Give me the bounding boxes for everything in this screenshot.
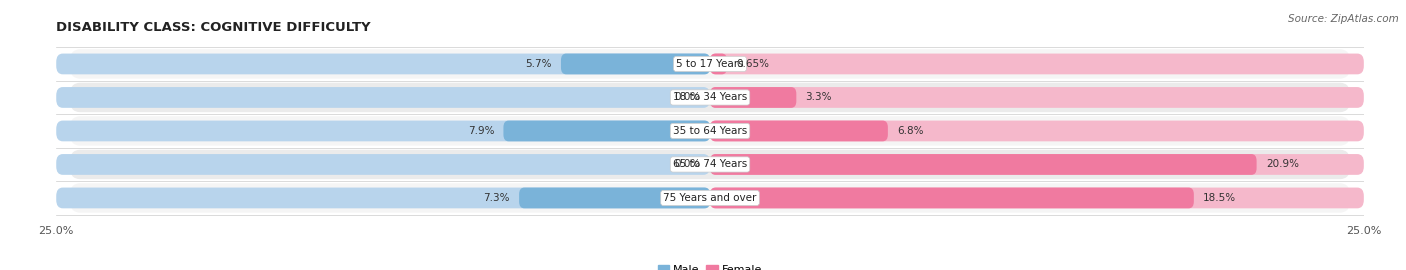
FancyBboxPatch shape [56, 121, 710, 141]
Text: 0.65%: 0.65% [737, 59, 769, 69]
FancyBboxPatch shape [710, 188, 1194, 208]
FancyBboxPatch shape [710, 188, 1364, 208]
FancyBboxPatch shape [69, 83, 1351, 112]
FancyBboxPatch shape [519, 188, 710, 208]
FancyBboxPatch shape [56, 154, 710, 175]
Text: 6.8%: 6.8% [897, 126, 924, 136]
FancyBboxPatch shape [561, 53, 710, 74]
FancyBboxPatch shape [710, 53, 1364, 74]
FancyBboxPatch shape [710, 87, 1364, 108]
Text: DISABILITY CLASS: COGNITIVE DIFFICULTY: DISABILITY CLASS: COGNITIVE DIFFICULTY [56, 21, 371, 34]
Text: 18.5%: 18.5% [1204, 193, 1236, 203]
Text: 0.0%: 0.0% [675, 92, 700, 102]
Text: 65 to 74 Years: 65 to 74 Years [673, 160, 747, 170]
FancyBboxPatch shape [56, 87, 710, 108]
FancyBboxPatch shape [710, 121, 1364, 141]
FancyBboxPatch shape [710, 87, 796, 108]
Text: 3.3%: 3.3% [806, 92, 832, 102]
Text: 20.9%: 20.9% [1265, 160, 1299, 170]
FancyBboxPatch shape [69, 49, 1351, 79]
FancyBboxPatch shape [710, 53, 727, 74]
FancyBboxPatch shape [69, 150, 1351, 179]
Text: 7.3%: 7.3% [484, 193, 510, 203]
FancyBboxPatch shape [710, 154, 1364, 175]
Text: 18 to 34 Years: 18 to 34 Years [673, 92, 747, 102]
Text: 75 Years and over: 75 Years and over [664, 193, 756, 203]
FancyBboxPatch shape [56, 188, 710, 208]
FancyBboxPatch shape [56, 53, 710, 74]
FancyBboxPatch shape [710, 121, 887, 141]
FancyBboxPatch shape [503, 121, 710, 141]
Text: 5.7%: 5.7% [526, 59, 551, 69]
Text: 35 to 64 Years: 35 to 64 Years [673, 126, 747, 136]
Text: 0.0%: 0.0% [675, 160, 700, 170]
Text: 7.9%: 7.9% [468, 126, 495, 136]
Text: 5 to 17 Years: 5 to 17 Years [676, 59, 744, 69]
FancyBboxPatch shape [69, 183, 1351, 213]
FancyBboxPatch shape [710, 154, 1257, 175]
Legend: Male, Female: Male, Female [654, 260, 766, 270]
Text: Source: ZipAtlas.com: Source: ZipAtlas.com [1288, 14, 1399, 23]
FancyBboxPatch shape [69, 116, 1351, 146]
